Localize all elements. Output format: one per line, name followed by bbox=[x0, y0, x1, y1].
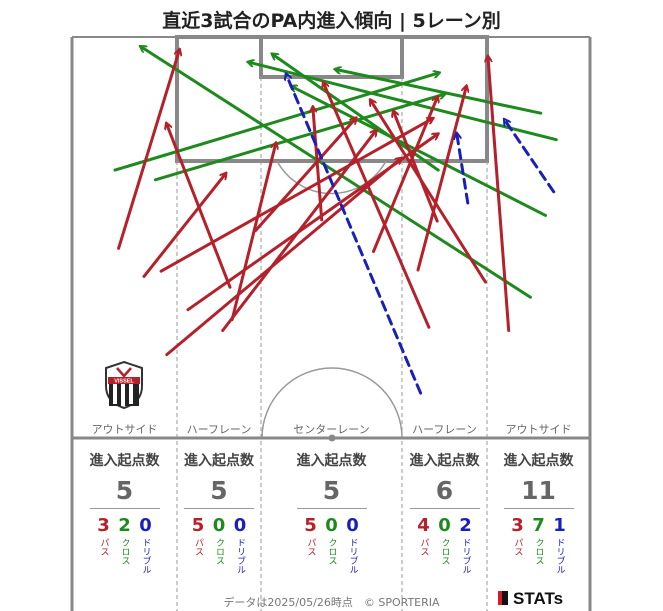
pass-count: 5 bbox=[191, 515, 205, 536]
stat-breakdown: 3 パス 7 クロス 1 ドリブル bbox=[487, 515, 590, 574]
pass-arrow bbox=[165, 159, 401, 357]
stat-total: 11 bbox=[521, 476, 556, 505]
dribble-label: ドリブル bbox=[235, 538, 245, 574]
stat-total: 5 bbox=[115, 476, 134, 505]
dribble-arrow bbox=[505, 120, 556, 194]
stat-header: 進入起点数 bbox=[184, 453, 254, 469]
stat-breakdown: 5 パス 0 クロス 0 ドリブル bbox=[261, 515, 402, 574]
lane-name-outside-right: アウトサイド bbox=[505, 423, 572, 436]
stat-divider bbox=[184, 508, 254, 509]
cross-arrow bbox=[336, 70, 543, 115]
cross-count: 0 bbox=[212, 515, 226, 536]
stat-header: 進入起点数 bbox=[296, 453, 367, 469]
pass-count: 4 bbox=[417, 515, 430, 536]
dribble-label: ドリブル bbox=[460, 538, 471, 574]
cross-label: クロス bbox=[119, 538, 130, 565]
pass-label: パス bbox=[512, 538, 523, 556]
lane-stats-outside-right: 進入起点数 11 3 パス 7 クロス 1 ドリブル bbox=[487, 450, 590, 574]
cross-label: クロス bbox=[533, 538, 544, 565]
stats-logo-icon bbox=[498, 591, 508, 605]
pass-arrow bbox=[230, 144, 276, 322]
pass-arrow bbox=[159, 119, 432, 273]
pass-label: パス bbox=[305, 538, 316, 556]
pass-arrow bbox=[253, 119, 355, 233]
stat-total: 5 bbox=[322, 476, 341, 505]
lane-stats-halfspace-left: 進入起点数 5 5 パス 0 クロス 0 ドリブル bbox=[177, 450, 261, 574]
pass-arrow bbox=[167, 124, 232, 289]
footer-note: データは2025/05/26時点 © SPORTERIA bbox=[223, 596, 440, 609]
stat-header: 進入起点数 bbox=[89, 453, 160, 469]
cross-count: 7 bbox=[532, 515, 545, 536]
stat-total: 5 bbox=[210, 476, 228, 505]
lane-stats-halfspace-right: 進入起点数 6 4 パス 0 クロス 2 ドリブル bbox=[402, 450, 487, 574]
pass-arrow bbox=[117, 51, 180, 250]
cross-label: クロス bbox=[214, 538, 224, 565]
stat-total: 6 bbox=[435, 476, 454, 505]
penalty-arc bbox=[276, 160, 387, 195]
pass-count: 3 bbox=[511, 515, 524, 536]
dribble-count: 0 bbox=[346, 515, 359, 536]
chart-title: 直近3試合のPA内進入傾向 | 5レーン別 bbox=[162, 10, 501, 32]
club-logo: VISSEL bbox=[104, 360, 144, 414]
pass-label: パス bbox=[418, 538, 429, 556]
pass-arrow bbox=[142, 174, 225, 278]
cross-label: クロス bbox=[439, 538, 450, 565]
stat-header: 進入起点数 bbox=[409, 453, 480, 469]
stat-divider bbox=[409, 508, 480, 509]
svg-text:VISSEL: VISSEL bbox=[114, 379, 134, 385]
club-crest-icon: VISSEL bbox=[105, 360, 143, 410]
stat-breakdown: 3 パス 2 クロス 0 ドリブル bbox=[72, 515, 177, 574]
cross-label: クロス bbox=[326, 538, 337, 565]
lane-stats-center: 進入起点数 5 5 パス 0 クロス 0 ドリブル bbox=[261, 450, 402, 574]
dribble-arrow bbox=[287, 75, 423, 395]
cross-count: 2 bbox=[118, 515, 131, 536]
pitch-lines bbox=[70, 35, 592, 611]
stat-divider bbox=[503, 508, 574, 509]
pass-count: 3 bbox=[97, 515, 110, 536]
pass-arrow bbox=[416, 87, 466, 272]
dribble-label: ドリブル bbox=[140, 538, 151, 574]
pass-arrow bbox=[313, 108, 324, 222]
pass-label: パス bbox=[98, 538, 109, 556]
dribble-arrow bbox=[457, 134, 470, 205]
stat-divider bbox=[296, 508, 367, 509]
stat-header: 進入起点数 bbox=[503, 453, 574, 469]
dribble-count: 1 bbox=[553, 515, 566, 536]
pass-arrow bbox=[324, 84, 431, 329]
lane-name-outside-left: アウトサイド bbox=[91, 423, 158, 436]
pass-arrow bbox=[394, 112, 439, 223]
pass-arrow bbox=[488, 58, 511, 332]
cross-arrow bbox=[113, 73, 438, 172]
pass-arrow bbox=[186, 134, 437, 312]
lane-stats-outside-left: 進入起点数 5 3 パス 2 クロス 0 ドリブル bbox=[72, 450, 177, 574]
cross-count: 0 bbox=[438, 515, 451, 536]
dribble-label: ドリブル bbox=[347, 538, 358, 574]
lane-name-halfspace-left: ハーフレーン bbox=[186, 423, 252, 436]
stat-breakdown: 5 パス 0 クロス 0 ドリブル bbox=[177, 515, 261, 574]
pass-label: パス bbox=[193, 538, 203, 556]
brand-text: STATs bbox=[513, 589, 564, 608]
dribble-count: 0 bbox=[139, 515, 152, 536]
entry-arrows bbox=[113, 47, 558, 395]
lane-name-center: センターレーン bbox=[293, 423, 370, 436]
stat-divider bbox=[89, 508, 160, 509]
brand-logo: STATs bbox=[498, 589, 563, 609]
dribble-label: ドリブル bbox=[554, 538, 565, 574]
cross-count: 0 bbox=[325, 515, 338, 536]
center-circle bbox=[261, 367, 403, 439]
stat-breakdown: 4 パス 0 クロス 2 ドリブル bbox=[402, 515, 487, 574]
pass-count: 5 bbox=[304, 515, 317, 536]
lane-name-halfspace-right: ハーフレーン bbox=[412, 423, 477, 436]
center-spot bbox=[328, 434, 336, 442]
dribble-count: 0 bbox=[233, 515, 247, 536]
pass-arrow bbox=[371, 101, 487, 284]
dribble-count: 2 bbox=[459, 515, 472, 536]
cross-arrow bbox=[249, 62, 558, 142]
goal-area bbox=[259, 35, 404, 79]
